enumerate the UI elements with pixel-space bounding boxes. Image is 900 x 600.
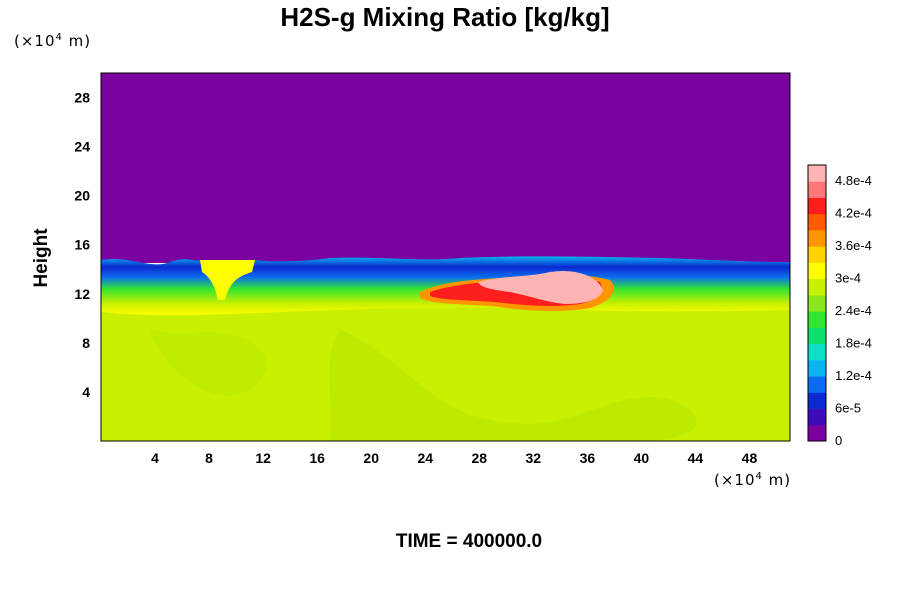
- field-plume-peak: [478, 270, 603, 304]
- colorbar-tick-label: 4.2e-4: [835, 206, 872, 221]
- x-tick-label: 16: [309, 450, 325, 466]
- colorbar-tick-label: 6e-5: [835, 401, 861, 416]
- x-tick-label: 12: [255, 450, 271, 466]
- colorbar-segment: [808, 327, 826, 345]
- x-tick-label: 48: [742, 450, 758, 466]
- chart-title: H2S-g Mixing Ratio [kg/kg]: [280, 2, 610, 32]
- x-tick-label: 40: [634, 450, 650, 466]
- plot-area: [101, 73, 790, 441]
- y-tick-label: 20: [74, 188, 90, 204]
- colorbar-segment: [808, 392, 826, 410]
- y-tick-label: 16: [74, 237, 90, 253]
- colorbar-segment: [808, 262, 826, 280]
- y-tick-label: 24: [74, 139, 90, 155]
- y-axis-ticks: 4 8 12 16 20 24 28: [74, 90, 90, 400]
- x-tick-label: 28: [471, 450, 487, 466]
- colorbar-segment: [808, 343, 826, 361]
- colorbar-tick-label: 3.6e-4: [835, 238, 872, 253]
- y-tick-label: 28: [74, 90, 90, 106]
- field-lower-shading-2: [150, 330, 267, 396]
- colorbar-tick-label: 3e-4: [835, 271, 861, 286]
- field-cap-feature: [200, 260, 255, 300]
- colorbar-tick-label: 1.8e-4: [835, 336, 872, 351]
- colorbar-segment: [808, 246, 826, 263]
- colorbar-segment: [808, 311, 826, 328]
- x-axis-unit: (×104 m): [714, 471, 792, 489]
- colorbar-tick-label: 1.2e-4: [835, 368, 872, 383]
- x-tick-label: 44: [688, 450, 704, 466]
- x-tick-label: 32: [526, 450, 542, 466]
- colorbar-segment: [808, 359, 826, 377]
- colorbar-segment: [808, 294, 826, 312]
- plot-frame: [100, 72, 791, 442]
- colorbar-segment: [808, 278, 826, 296]
- time-label: TIME = 400000.0: [395, 531, 543, 552]
- colorbar-segment: [808, 213, 826, 231]
- x-axis-ticks: 4 8 12 16 20 24 28 32 36 40 44 48: [151, 450, 757, 466]
- colorbar-segment: [808, 197, 826, 215]
- colorbar-tick-label: 0: [835, 433, 842, 448]
- colorbar-segment: [808, 165, 826, 182]
- y-tick-label: 8: [82, 335, 90, 351]
- colorbar-segment: [808, 424, 826, 442]
- field-upper: [101, 73, 790, 263]
- colorbar: [807, 164, 827, 442]
- colorbar-segment: [808, 229, 826, 247]
- colorbar-segment: [808, 376, 826, 393]
- y-tick-label: 12: [74, 286, 90, 302]
- colorbar-segment: [808, 181, 826, 198]
- field-lower-shading: [329, 330, 697, 441]
- y-tick-label: 4: [82, 384, 90, 400]
- colorbar-tick-label: 2.4e-4: [835, 303, 872, 318]
- colorbar-frame: [807, 164, 827, 442]
- colorbar-tick-label: 4.8e-4: [835, 173, 872, 188]
- x-tick-label: 4: [151, 450, 159, 466]
- colorbar-ticks: 0 6e-5 1.2e-4 1.8e-4 2.4e-4 3e-4 3.6e-4 4.2e-4 4…: [835, 173, 872, 448]
- x-tick-label: 20: [363, 450, 379, 466]
- x-tick-label: 8: [205, 450, 213, 466]
- colorbar-segment: [808, 408, 826, 426]
- x-tick-label: 36: [580, 450, 596, 466]
- y-axis-unit: (×104 m): [14, 32, 92, 50]
- x-tick-label: 24: [417, 450, 433, 466]
